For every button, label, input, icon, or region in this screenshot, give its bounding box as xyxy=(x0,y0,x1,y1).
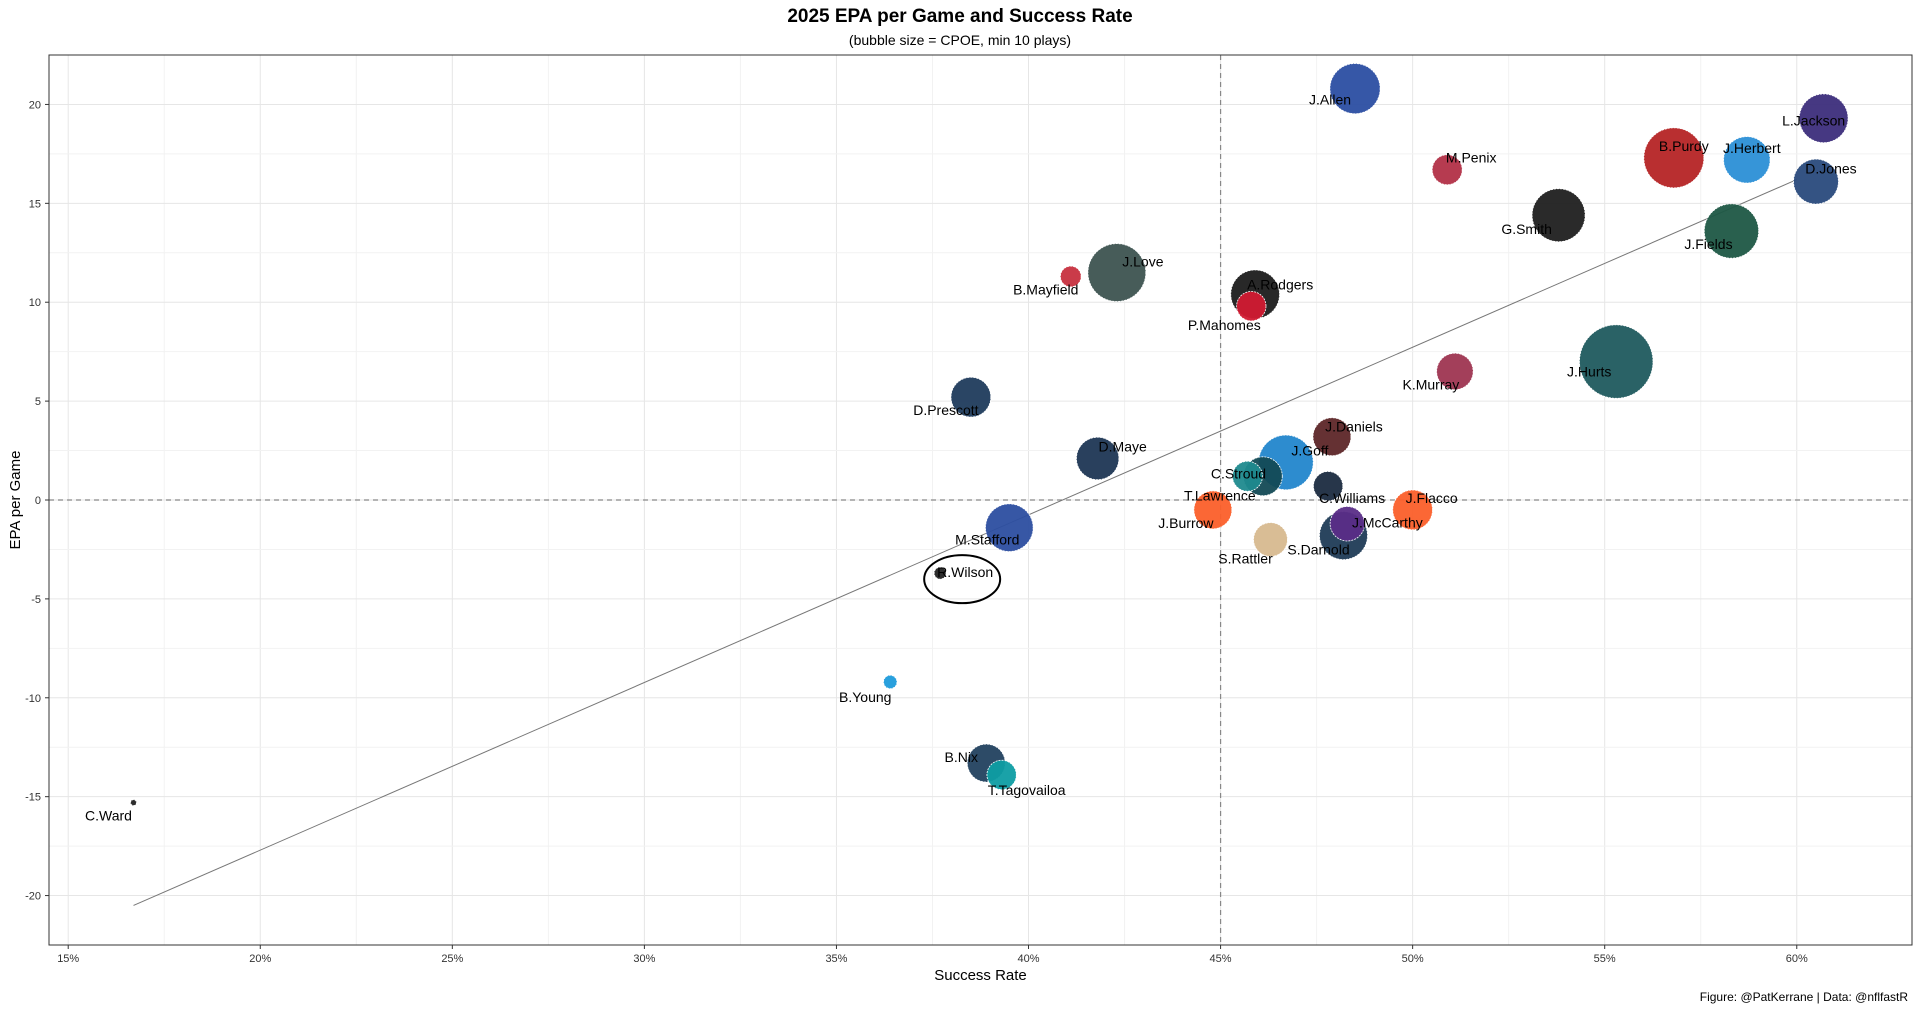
y-tick-label: -20 xyxy=(25,891,41,903)
point-label: T.Tagovailoa xyxy=(988,782,1066,798)
point-label: J.Goff xyxy=(1291,442,1328,458)
regression-line xyxy=(133,179,1797,906)
bubble-j-allen xyxy=(1329,63,1381,115)
bubble-b-young xyxy=(883,674,898,690)
point-label: K.Murray xyxy=(1402,376,1459,392)
bubble-j-burrow xyxy=(1193,490,1233,530)
y-tick-label: 10 xyxy=(29,297,41,309)
point-label: C.Ward xyxy=(85,808,132,824)
bubble-g-smith xyxy=(1531,188,1586,243)
point-label: J.Allen xyxy=(1309,92,1351,108)
bubble-m-penix xyxy=(1431,154,1463,186)
point-label: P.Mahomes xyxy=(1188,317,1261,333)
point-label: G.Smith xyxy=(1501,221,1552,237)
bubble-d-maye xyxy=(1076,436,1120,481)
y-axis: -20 -15 -10 -5 0 5 10 15 20 xyxy=(25,99,49,903)
chart-title: 2025 EPA per Game and Success Rate xyxy=(787,6,1133,27)
bubble-d-jones xyxy=(1793,158,1839,205)
bubble-s-rattler xyxy=(1253,522,1288,557)
x-tick-label: 20% xyxy=(249,953,271,965)
y-tick-label: -5 xyxy=(31,594,41,606)
point-label: C.Stroud xyxy=(1211,465,1266,481)
point-label: J.Love xyxy=(1122,254,1163,270)
y-tick-label: 5 xyxy=(35,396,41,408)
point-label: D.Prescott xyxy=(913,402,978,418)
x-tick-label: 40% xyxy=(1017,953,1039,965)
x-tick-label: 60% xyxy=(1786,953,1808,965)
x-tick-label: 15% xyxy=(57,953,79,965)
bubble-d-prescott xyxy=(950,376,992,418)
point-label: B.Purdy xyxy=(1659,138,1709,154)
point-label: L.Jackson xyxy=(1782,112,1845,128)
bubble-k-murray xyxy=(1436,352,1474,391)
point-label: B.Mayfield xyxy=(1013,282,1078,298)
y-tick-label: 15 xyxy=(29,198,41,210)
grid-lines xyxy=(49,55,1912,945)
bubble-c-stroud xyxy=(1232,460,1263,492)
point-label: J.Herbert xyxy=(1723,140,1781,156)
point-label: J.Daniels xyxy=(1325,419,1383,435)
point-label: J.Fields xyxy=(1684,236,1732,252)
point-label: J.Burrow xyxy=(1158,515,1214,531)
x-axis-title: Success Rate xyxy=(934,967,1027,984)
point-label: B.Nix xyxy=(945,749,978,765)
bubble-b-mayfield xyxy=(1059,265,1082,288)
point-label: M.Stafford xyxy=(955,532,1019,548)
bubble-j-herbert xyxy=(1723,136,1771,184)
bubble-j-mccarthy xyxy=(1329,506,1365,542)
point-label: S.Rattler xyxy=(1218,551,1273,567)
data-points xyxy=(130,63,1849,806)
bubble-t-tagovailoa xyxy=(986,759,1017,791)
highlight-ellipse-shape xyxy=(923,554,1002,605)
point-label: J.Hurts xyxy=(1567,364,1611,380)
bubble-c-williams xyxy=(1313,471,1344,502)
chart-caption: Figure: @PatKerrane | Data: @nflfastR xyxy=(1699,990,1908,1004)
trend-line xyxy=(133,179,1797,906)
y-tick-label: 20 xyxy=(29,99,41,111)
x-tick-label: 25% xyxy=(441,953,463,965)
y-tick-label: -10 xyxy=(25,693,41,705)
bubble-b-purdy xyxy=(1643,127,1705,189)
point-label: B.Young xyxy=(839,689,891,705)
x-axis: 15% 20% 25% 30% 35% 40% 45% 50% 55% 60% xyxy=(57,945,1808,965)
point-label: R.Wilson xyxy=(937,564,993,580)
chart-subtitle: (bubble size = CPOE, min 10 plays) xyxy=(848,32,1072,48)
point-label: D.Jones xyxy=(1805,161,1856,177)
bubble-m-stafford xyxy=(985,503,1034,552)
point-label: D.Maye xyxy=(1099,438,1147,454)
x-tick-label: 50% xyxy=(1402,953,1424,965)
point-label: S.Darnold xyxy=(1287,542,1349,558)
highlight-ellipse xyxy=(923,554,1002,605)
x-tick-label: 35% xyxy=(825,953,847,965)
bubble-j-love xyxy=(1087,243,1147,302)
bubble-j-daniels xyxy=(1312,417,1352,457)
bubble-r-wilson xyxy=(933,566,947,580)
x-tick-label: 55% xyxy=(1594,953,1616,965)
bubble-c-ward xyxy=(130,799,137,806)
y-tick-label: -15 xyxy=(25,792,41,804)
point-label: J.McCarthy xyxy=(1352,515,1423,531)
point-label: C.Williams xyxy=(1319,490,1385,506)
point-label: T.Lawrence xyxy=(1184,487,1256,503)
bubble-p-mahomes xyxy=(1236,291,1267,322)
bubble-j-fields xyxy=(1703,203,1760,259)
x-tick-label: 45% xyxy=(1210,953,1232,965)
bubble-l-jackson xyxy=(1798,93,1849,144)
bubble-j-hurts xyxy=(1579,324,1654,399)
y-axis-title: EPA per Game xyxy=(7,451,24,550)
point-label: M.Penix xyxy=(1446,150,1497,166)
bubble-j-flacco xyxy=(1392,489,1433,531)
point-label: A.Rodgers xyxy=(1247,276,1313,292)
y-tick-label: 0 xyxy=(35,495,41,507)
point-label: J.Flacco xyxy=(1406,490,1458,506)
x-tick-label: 30% xyxy=(633,953,655,965)
point-labels: J.Allen L.Jackson B.Purdy J.Herbert M.Penix D… xyxy=(85,92,1857,824)
